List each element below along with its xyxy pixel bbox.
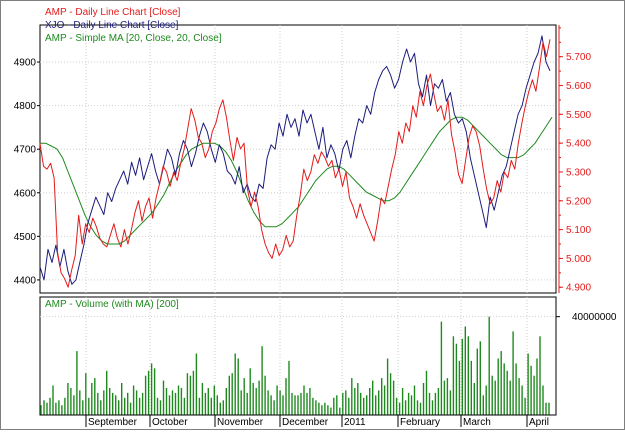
right-axis-tick-label: 5.000 bbox=[566, 254, 591, 265]
left-axis-tick-label: 4700 bbox=[14, 145, 37, 156]
x-axis-tick-label: October bbox=[152, 417, 188, 428]
right-axis-tick-label: 4.900 bbox=[566, 283, 591, 294]
x-axis-tick-label: March bbox=[463, 417, 491, 428]
price-plot-area bbox=[39, 24, 557, 294]
series-xjo-close-line bbox=[39, 35, 551, 285]
left-axis-tick-label: 4600 bbox=[14, 188, 37, 199]
x-axis: September October November December 2011 Febr… bbox=[40, 414, 556, 428]
price-left-axis: 4400 4500 4600 4700 4800 4900 bbox=[14, 58, 40, 286]
price-series-layer bbox=[39, 35, 553, 288]
left-axis-tick-label: 4900 bbox=[14, 58, 37, 69]
right-axis-tick-label: 5.400 bbox=[566, 139, 591, 150]
x-axis-tick-label: November bbox=[217, 417, 264, 428]
price-panel: 4400 4500 4600 4700 4800 4900 4.900 5.000 5.100… bbox=[14, 7, 592, 294]
series-amp-close-line bbox=[39, 39, 551, 288]
x-axis-tick-label: December bbox=[282, 417, 329, 428]
volume-grid bbox=[40, 297, 556, 415]
right-axis-tick-label: 5.100 bbox=[566, 225, 591, 236]
right-axis-tick-label: 5.600 bbox=[566, 81, 591, 92]
series-amp-sma-line bbox=[40, 116, 553, 245]
right-axis-tick-label: 5.700 bbox=[566, 52, 591, 63]
x-axis-tick-label: April bbox=[529, 417, 549, 428]
volume-panel: 40000000 AMP - Volume (with MA) [200] bbox=[39, 296, 617, 416]
legend-entry-amp-sma: AMP - Simple MA [20, Close, 20, Close] bbox=[45, 33, 222, 44]
price-legend: AMP - Daily Line Chart [Close] XJO - Dai… bbox=[45, 7, 222, 44]
legend-entry-xjo-close: XJO - Daily Line Chart [Close] bbox=[45, 20, 179, 31]
left-axis-tick-label: 4500 bbox=[14, 232, 37, 243]
right-axis-tick-label: 5.300 bbox=[566, 167, 591, 178]
left-axis-tick-label: 4400 bbox=[14, 275, 37, 286]
volume-axis-tick-label: 40000000 bbox=[572, 312, 617, 323]
price-grid bbox=[40, 25, 556, 293]
x-axis-tick-label: September bbox=[88, 417, 138, 428]
left-axis-tick-label: 4800 bbox=[14, 101, 37, 112]
x-axis-tick-label: 2011 bbox=[344, 417, 366, 428]
legend-entry-amp-close: AMP - Daily Line Chart [Close] bbox=[45, 7, 181, 18]
right-axis-tick-label: 5.200 bbox=[566, 196, 591, 207]
price-right-axis: 4.900 5.000 5.100 5.200 5.300 5.400 5.500 5.600… bbox=[558, 25, 591, 294]
volume-panel-title: AMP - Volume (with MA) [200] bbox=[45, 299, 179, 310]
right-axis-tick-label: 5.500 bbox=[566, 110, 591, 121]
volume-axis: 40000000 bbox=[556, 312, 617, 323]
x-axis-tick-label: February bbox=[400, 417, 440, 428]
volume-bars bbox=[40, 316, 550, 415]
